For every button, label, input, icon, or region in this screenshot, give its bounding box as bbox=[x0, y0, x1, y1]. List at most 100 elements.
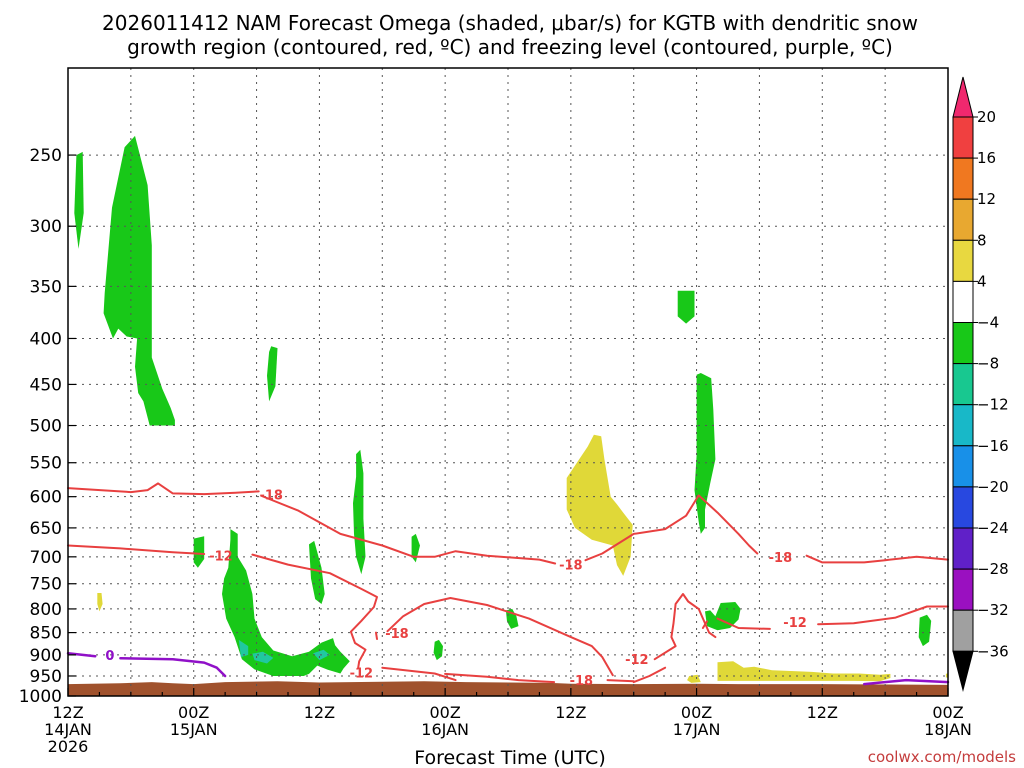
y-tick-label: 900 bbox=[30, 646, 62, 666]
colorbar-label: −36 bbox=[977, 642, 1009, 660]
x-tick-label: 00Z bbox=[178, 703, 209, 722]
dgz-contour-line bbox=[67, 544, 206, 555]
colorbar-arrow-top bbox=[952, 76, 974, 118]
omega-shading bbox=[74, 135, 948, 683]
credit-text: coolwx.com/models bbox=[868, 748, 1016, 766]
chart-title-line1: 2026011412 NAM Forecast Omega (shaded, μ… bbox=[102, 11, 918, 35]
x-tick-label: 2026 bbox=[48, 737, 89, 756]
y-tick-label: 250 bbox=[30, 146, 62, 166]
omega-region-green bbox=[411, 533, 420, 563]
dgz-contour-line bbox=[584, 494, 759, 562]
colorbar-segment bbox=[952, 239, 974, 282]
x-tick-label: 18JAN bbox=[924, 720, 972, 739]
x-tick-label: 12Z bbox=[304, 703, 335, 722]
contour-label: -18 bbox=[259, 489, 283, 504]
y-tick-label: 750 bbox=[30, 575, 62, 595]
y-tick-label: 850 bbox=[30, 624, 62, 644]
colorbar-label: −8 bbox=[977, 355, 999, 373]
dgz-contour-line bbox=[817, 605, 949, 626]
colorbar: 20 16 12 8 4 −4 −8 −12 −16 −20 −24 −28 −32 −36 bbox=[952, 76, 1009, 692]
dgz-contour-line bbox=[805, 554, 949, 564]
y-tick-label: 550 bbox=[30, 454, 62, 474]
contour-label: -18 bbox=[570, 674, 594, 689]
dgz-contour-line bbox=[653, 593, 717, 661]
colorbar-label: −24 bbox=[977, 519, 1009, 537]
y-axis: 2503003504004505005506006507007508008509… bbox=[19, 146, 76, 707]
omega-region-yellow bbox=[687, 674, 701, 683]
x-axis-label: Forecast Time (UTC) bbox=[414, 747, 605, 768]
y-tick-label: 400 bbox=[30, 329, 62, 349]
contour-label: 0 bbox=[105, 649, 114, 664]
contour-label: -18 bbox=[385, 627, 409, 642]
omega-region-green bbox=[677, 290, 695, 324]
contour-label: -12 bbox=[783, 616, 807, 631]
colorbar-label: 16 bbox=[977, 149, 996, 167]
dgz-contour-line bbox=[251, 553, 378, 669]
omega-region-green bbox=[353, 449, 366, 575]
omega-region-green bbox=[705, 602, 741, 631]
omega-region-green bbox=[193, 536, 205, 568]
dgz-contour-line bbox=[386, 597, 614, 677]
y-tick-label: 800 bbox=[30, 600, 62, 620]
contour-label: -18 bbox=[769, 551, 793, 566]
contour-labels: -18 -12 -18 -12 -18 -18 -12 -18 -12 0 bbox=[105, 489, 806, 689]
x-tick-label: 12Z bbox=[555, 703, 586, 722]
colorbar-segment bbox=[952, 198, 974, 241]
contour-label: -12 bbox=[625, 653, 649, 668]
freezing-level-contour bbox=[862, 678, 950, 686]
colorbar-label: 8 bbox=[977, 231, 987, 249]
omega-region-green bbox=[694, 373, 716, 534]
omega-region-green bbox=[309, 540, 325, 604]
x-tick-label: 14JAN bbox=[44, 720, 92, 739]
omega-region-yellow bbox=[566, 434, 633, 576]
contour-label: -18 bbox=[559, 559, 583, 574]
colorbar-label: 12 bbox=[977, 190, 996, 208]
x-tick-label: 17JAN bbox=[673, 720, 721, 739]
dgz-contour-line bbox=[375, 631, 378, 640]
colorbar-label: −32 bbox=[977, 601, 1009, 619]
colorbar-segment bbox=[952, 363, 974, 406]
dgz-contour-line bbox=[606, 679, 635, 683]
freezing-level-contour bbox=[66, 651, 97, 658]
colorbar-arrow-bottom bbox=[952, 650, 974, 692]
dgz-contour-line bbox=[632, 666, 667, 684]
colorbar-segment bbox=[952, 609, 974, 652]
omega-region-green bbox=[433, 639, 443, 661]
colorbar-label: −12 bbox=[977, 396, 1009, 414]
dgz-contour-line bbox=[381, 666, 457, 682]
y-tick-label: 1000 bbox=[19, 687, 62, 707]
y-tick-label: 500 bbox=[30, 417, 62, 437]
colorbar-segment bbox=[952, 280, 974, 323]
dgz-contour-line bbox=[260, 495, 557, 565]
y-tick-label: 350 bbox=[30, 277, 62, 297]
x-tick-label: 00Z bbox=[429, 703, 460, 722]
chart-title-line2: growth region (contoured, red, ºC) and f… bbox=[127, 35, 893, 59]
colorbar-segment bbox=[952, 157, 974, 200]
dgz-contour-line bbox=[701, 620, 708, 629]
omega-region-yellow bbox=[717, 661, 891, 682]
x-tick-label: 00Z bbox=[681, 703, 712, 722]
omega-region-green bbox=[103, 135, 175, 426]
omega-region-green bbox=[267, 346, 278, 402]
colorbar-segment bbox=[952, 404, 974, 447]
colorbar-label: 20 bbox=[977, 108, 996, 126]
colorbar-segment bbox=[952, 486, 974, 529]
colorbar-segment bbox=[952, 322, 974, 365]
freezing-level-contour bbox=[119, 657, 227, 678]
grid-lines bbox=[67, 68, 949, 697]
omega-region-yellow bbox=[97, 593, 103, 612]
x-tick-label: 00Z bbox=[932, 703, 963, 722]
contour-label: -12 bbox=[350, 666, 374, 681]
omega-region-green bbox=[505, 608, 519, 629]
colorbar-label: 4 bbox=[977, 272, 987, 290]
y-tick-label: 950 bbox=[30, 667, 62, 687]
y-tick-label: 700 bbox=[30, 548, 62, 568]
omega-region-green bbox=[74, 151, 84, 249]
colorbar-label: −4 bbox=[977, 314, 999, 332]
x-tick-label: 12Z bbox=[52, 703, 83, 722]
dgz-contour-line bbox=[444, 672, 556, 684]
colorbar-segment bbox=[952, 527, 974, 570]
colorbar-segment bbox=[952, 116, 974, 159]
